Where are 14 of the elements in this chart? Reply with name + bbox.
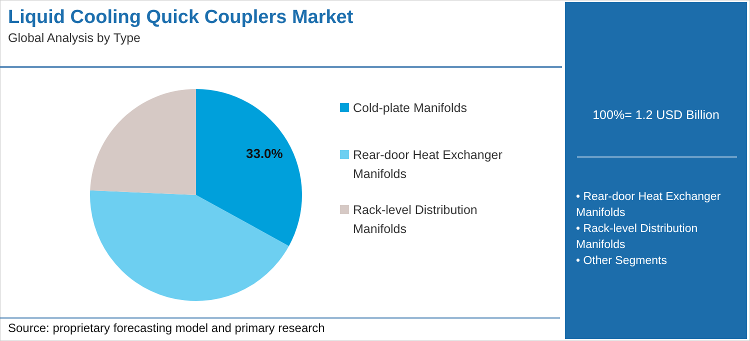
text: 100%= 1.2 USD Billion <box>592 108 720 122</box>
pie-slice <box>196 89 302 246</box>
text: • Rack-level Distribution Manifolds <box>576 223 698 251</box>
pie-slice <box>90 190 289 301</box>
legend-label: Rear-door Heat Exchanger Manifolds <box>353 148 502 181</box>
chart-title: Liquid Cooling Quick Couplers Market <box>8 7 354 28</box>
data-label: 33.0% <box>246 146 284 161</box>
legend-label: Cold-plate Manifolds <box>353 101 467 115</box>
source-note: Source: proprietary forecasting model and primary research <box>8 321 325 335</box>
chart-subtitle: Global Analysis by Type <box>8 31 141 45</box>
legend-label: Rack-level Distribution Manifolds <box>353 203 478 236</box>
text: • Other Segments <box>576 255 668 267</box>
text: • Rear-door Heat Exchanger Manifolds <box>576 191 721 219</box>
pie-slice <box>90 89 196 195</box>
